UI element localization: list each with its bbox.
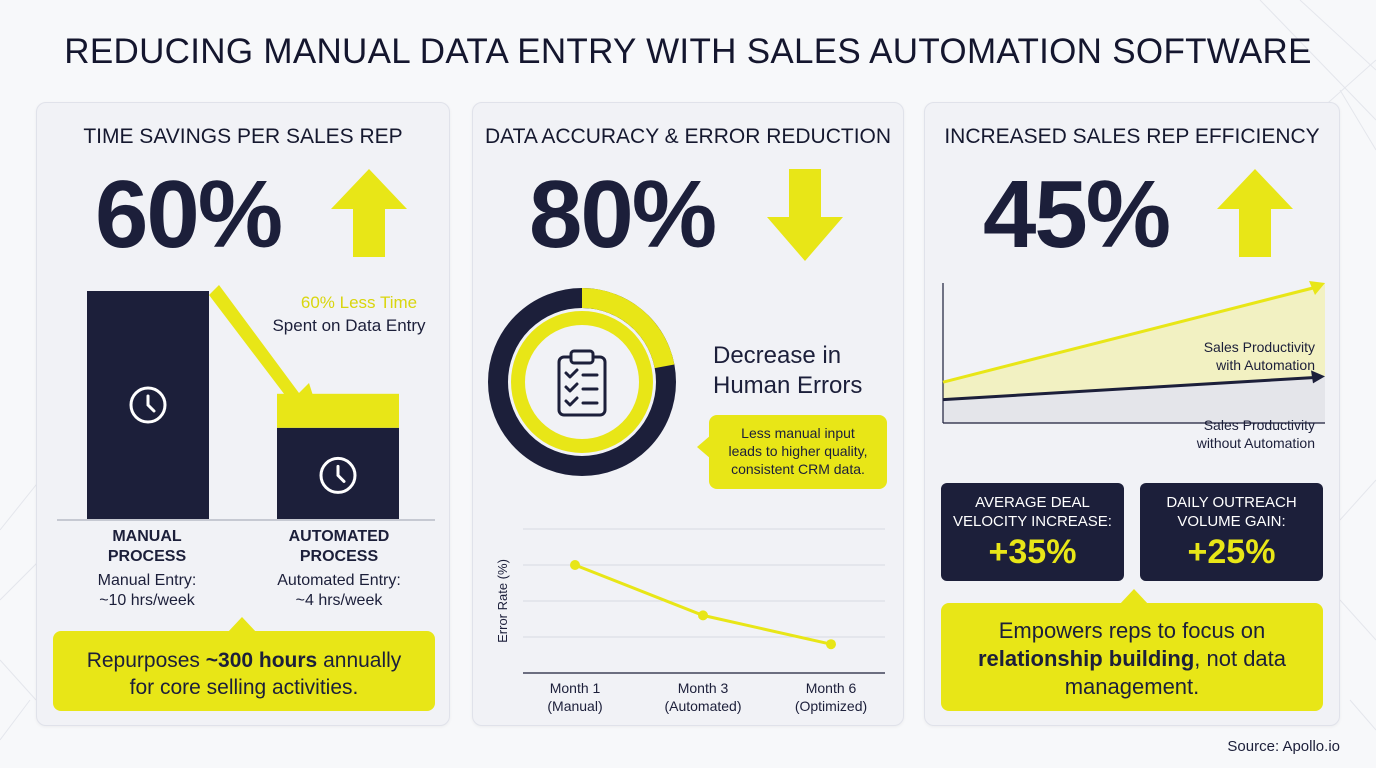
callout-pointer: [227, 617, 257, 633]
clock-icon: [129, 386, 167, 424]
efficiency-title: INCREASED SALES REP EFFICIENCY: [944, 125, 1320, 148]
x-tick-label: (Manual): [547, 698, 602, 714]
with-automation-label: Sales Productivity with Automation: [1203, 339, 1315, 373]
x-tick-label: (Optimized): [795, 698, 867, 714]
baseline-area: [943, 376, 1325, 423]
time-savings-panel: TIME SAVINGS PER SALES REP 60% 60% Less …: [36, 102, 450, 726]
time-savings-title: TIME SAVINGS PER SALES REP: [83, 125, 403, 148]
donut-inner-ring: [511, 311, 653, 453]
clock-icon: [319, 456, 357, 494]
bar-annotation-line1: 60% Less Time: [300, 293, 418, 312]
without-automation-line: [942, 375, 1318, 402]
data-point: [698, 610, 708, 621]
x-tick-label: Month 3: [678, 680, 729, 696]
x-tick-label: Month 6: [806, 680, 857, 696]
without-automation-arrowhead: [1311, 370, 1325, 384]
note-pointer: [697, 435, 711, 459]
outreach-volume-card: DAILY OUTREACH VOLUME GAIN: +25%: [1140, 483, 1323, 581]
accuracy-title: DATA ACCURACY & ERROR REDUCTION: [484, 125, 892, 148]
productivity-gap-area: [943, 283, 1325, 400]
y-axis-label: Error Rate (%): [495, 559, 510, 643]
efficiency-value: 45%: [983, 161, 1171, 268]
error-rate-line: [574, 563, 832, 646]
without-automation-label: Sales Productivity without Automation: [1196, 417, 1315, 451]
donut-label: Decrease in Human Errors: [713, 342, 863, 399]
time-savings-callout: Repurposes ~300 hours annually for core …: [53, 631, 435, 711]
clipboard-checklist-icon: [557, 349, 607, 417]
accuracy-note: Less manual input leads to higher qualit…: [709, 415, 887, 489]
error-donut: [488, 288, 676, 476]
data-point: [570, 560, 580, 570]
x-tick-label: (Automated): [664, 698, 741, 714]
source-note: Source: Apollo.io: [1227, 738, 1340, 755]
arrow-down-icon: [767, 169, 843, 261]
time-savings-value: 60%: [95, 161, 283, 268]
automated-process-label: AUTOMATED PROCESS Automated Entry: ~4 hr…: [277, 528, 401, 609]
reduction-arrow: [209, 285, 323, 427]
arrow-up-icon: [1217, 169, 1293, 257]
accuracy-value: 80%: [529, 161, 717, 268]
x-tick-label: Month 1: [550, 680, 601, 696]
time-bar-chart: [57, 285, 435, 521]
callout-pointer: [1119, 589, 1149, 605]
accuracy-panel: DATA ACCURACY & ERROR REDUCTION 80% Decr…: [472, 102, 904, 726]
bar-annotation-line2: Spent on Data Entry: [272, 316, 426, 335]
with-automation-line: [942, 285, 1318, 384]
data-point: [826, 639, 836, 650]
efficiency-panel: INCREASED SALES REP EFFICIENCY 45% Sales…: [924, 102, 1340, 726]
productivity-chart: [942, 281, 1325, 424]
bar-saved-portion: [277, 393, 399, 428]
with-automation-arrowhead: [1309, 281, 1325, 295]
deal-velocity-card: AVERAGE DEAL VELOCITY INCREASE: +35%: [941, 483, 1124, 581]
donut-arc: [488, 288, 676, 476]
efficiency-callout: Empowers reps to focus on relationship b…: [941, 603, 1323, 711]
manual-process-label: MANUAL PROCESS Manual Entry: ~10 hrs/wee…: [97, 528, 197, 609]
error-rate-chart: Error Rate (%) Month 1 (Manual) Month 3 (Aut…: [495, 528, 885, 714]
page-title: REDUCING MANUAL DATA ENTRY WITH SALES AU…: [64, 32, 1312, 71]
arrow-up-icon: [331, 169, 407, 257]
